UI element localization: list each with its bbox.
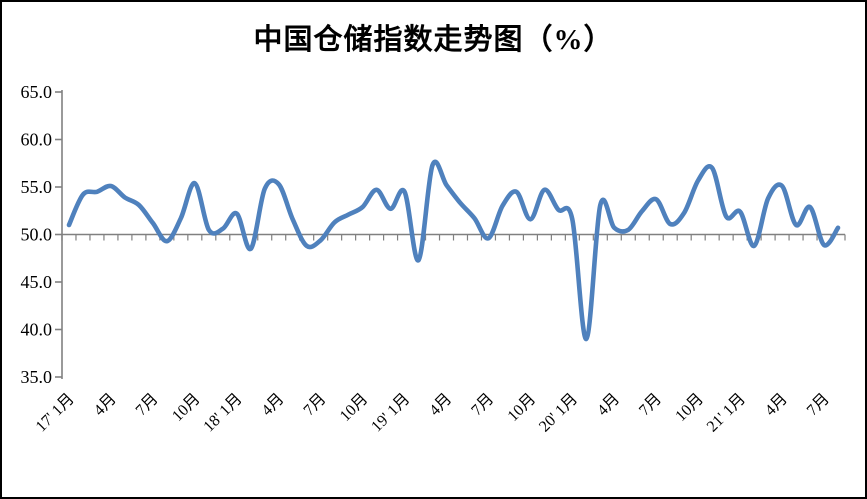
y-tick-label: 40.0 xyxy=(21,320,53,340)
index-line-series xyxy=(66,159,841,342)
x-tick-label: 4月 xyxy=(594,390,623,419)
x-tick-label: 4月 xyxy=(426,390,455,419)
x-tick-label: 7月 xyxy=(804,390,833,419)
y-axis xyxy=(55,90,63,379)
y-tick-label: 35.0 xyxy=(21,367,53,387)
x-tick-label: 18' 1月 xyxy=(200,390,245,435)
x-tick-label: 7月 xyxy=(133,390,162,419)
x-axis xyxy=(61,233,846,241)
x-tick-label: 17' 1月 xyxy=(33,390,78,435)
y-tick-label: 55.0 xyxy=(21,177,53,197)
x-tick-label: 7月 xyxy=(300,390,329,419)
x-tick-label: 7月 xyxy=(636,390,665,419)
x-tick-label: 7月 xyxy=(468,390,497,419)
x-tick-label: 10月 xyxy=(505,390,540,425)
y-tick-label: 60.0 xyxy=(21,130,53,150)
y-tick-label: 45.0 xyxy=(21,272,53,292)
y-tick-label: 65.0 xyxy=(21,82,53,102)
x-tick-label: 4月 xyxy=(91,390,120,419)
x-tick-label: 21' 1月 xyxy=(704,390,749,435)
x-tick-label: 20' 1月 xyxy=(536,390,581,435)
x-tick-label: 10月 xyxy=(672,390,707,425)
x-tick-label: 10月 xyxy=(169,390,204,425)
x-tick-label: 10月 xyxy=(337,390,372,425)
x-tick-label: 4月 xyxy=(762,390,791,419)
y-axis-labels: 65.0 60.0 55.0 50.0 45.0 40.0 35.0 xyxy=(21,82,53,387)
x-tick-label: 4月 xyxy=(259,390,288,419)
y-tick-label: 50.0 xyxy=(21,225,53,245)
x-tick-label: 19' 1月 xyxy=(368,390,413,435)
chart-title: 中国仓储指数走势图（%） xyxy=(253,24,614,56)
